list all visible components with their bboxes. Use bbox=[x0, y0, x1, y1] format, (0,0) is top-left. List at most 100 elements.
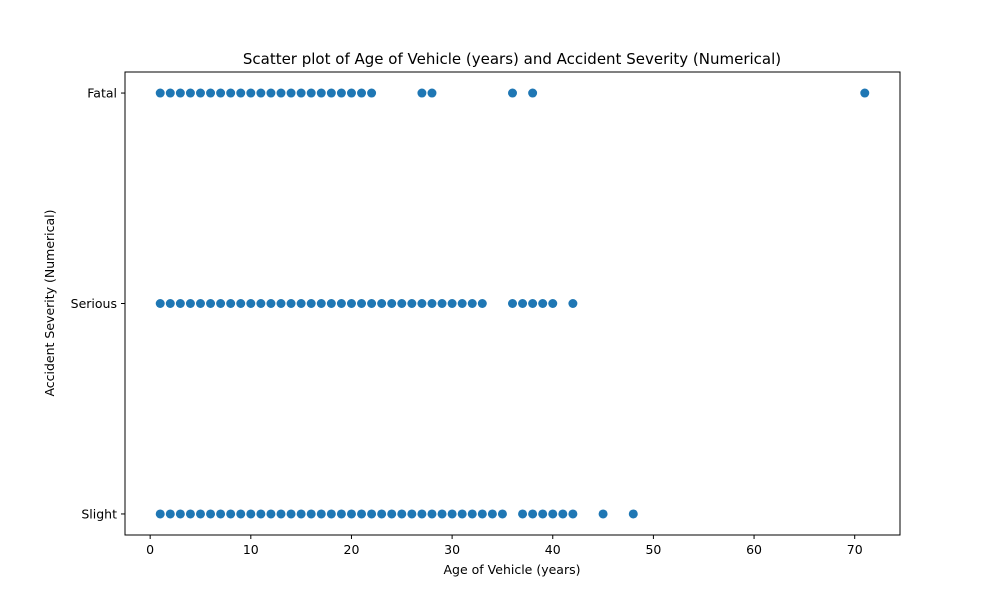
data-point bbox=[246, 88, 256, 98]
x-tick-label: 0 bbox=[146, 542, 154, 557]
data-point bbox=[266, 299, 276, 308]
data-point bbox=[246, 509, 256, 519]
data-point bbox=[558, 509, 568, 519]
data-point bbox=[155, 299, 165, 308]
y-axis: Slight Serious Fatal bbox=[71, 86, 125, 521]
data-point bbox=[206, 88, 216, 98]
x-tick-label: 70 bbox=[847, 542, 863, 557]
y-axis-label: Accident Severity (Numerical) bbox=[42, 209, 57, 396]
data-point bbox=[548, 299, 558, 308]
data-point bbox=[286, 509, 296, 519]
data-point bbox=[346, 299, 356, 308]
data-point bbox=[518, 299, 528, 308]
data-point bbox=[226, 299, 236, 308]
data-point bbox=[256, 88, 266, 98]
data-point bbox=[296, 299, 306, 308]
data-point bbox=[226, 509, 236, 519]
data-point bbox=[497, 509, 507, 519]
data-point bbox=[477, 299, 487, 308]
data-point bbox=[397, 509, 407, 519]
chart-title: Scatter plot of Age of Vehicle (years) a… bbox=[243, 50, 781, 68]
data-point bbox=[326, 88, 336, 98]
data-point bbox=[367, 88, 377, 98]
data-point bbox=[427, 88, 437, 98]
data-point bbox=[568, 509, 578, 519]
data-point bbox=[447, 299, 457, 308]
data-point bbox=[528, 509, 538, 519]
data-point bbox=[417, 88, 427, 98]
data-point bbox=[256, 509, 266, 519]
data-point bbox=[185, 509, 195, 519]
data-point bbox=[256, 299, 266, 308]
data-point bbox=[377, 299, 387, 308]
data-point bbox=[548, 509, 558, 519]
y-tick-label: Fatal bbox=[87, 86, 117, 101]
data-point bbox=[447, 509, 457, 519]
data-point bbox=[508, 88, 517, 98]
data-point bbox=[417, 299, 427, 308]
y-tick-label: Serious bbox=[71, 296, 117, 311]
data-point bbox=[306, 299, 316, 308]
data-point bbox=[236, 88, 246, 98]
data-point bbox=[598, 509, 608, 519]
data-point bbox=[377, 509, 387, 519]
data-point bbox=[306, 509, 316, 519]
data-point bbox=[286, 299, 296, 308]
data-point bbox=[165, 88, 175, 98]
data-point bbox=[528, 299, 538, 308]
data-point bbox=[628, 509, 638, 519]
x-axis: 0 10 20 30 40 50 60 70 bbox=[146, 535, 863, 557]
data-point bbox=[487, 509, 497, 519]
data-point bbox=[155, 88, 165, 98]
data-point bbox=[437, 509, 447, 519]
x-tick-label: 50 bbox=[645, 542, 661, 557]
data-point bbox=[387, 299, 397, 308]
data-point bbox=[226, 88, 236, 98]
data-point bbox=[276, 88, 286, 98]
data-point bbox=[306, 88, 316, 98]
data-point bbox=[538, 509, 548, 519]
data-point bbox=[316, 299, 326, 308]
data-point bbox=[336, 88, 346, 98]
data-point bbox=[367, 509, 377, 519]
data-point bbox=[326, 299, 336, 308]
data-point bbox=[518, 509, 528, 519]
data-point bbox=[407, 509, 417, 519]
data-point bbox=[155, 509, 165, 519]
data-point bbox=[296, 509, 306, 519]
data-points bbox=[155, 88, 870, 519]
data-point bbox=[236, 299, 246, 308]
data-point bbox=[216, 88, 226, 98]
data-point bbox=[195, 509, 205, 519]
x-axis-label: Age of Vehicle (years) bbox=[444, 562, 581, 577]
data-point bbox=[336, 509, 346, 519]
data-point bbox=[185, 88, 195, 98]
data-point bbox=[346, 88, 356, 98]
data-point bbox=[185, 299, 195, 308]
data-point bbox=[387, 509, 397, 519]
data-point bbox=[246, 299, 256, 308]
x-tick-label: 10 bbox=[243, 542, 259, 557]
x-tick-label: 30 bbox=[444, 542, 460, 557]
data-point bbox=[266, 509, 276, 519]
data-point bbox=[266, 88, 276, 98]
data-point bbox=[357, 88, 367, 98]
data-point bbox=[195, 299, 205, 308]
data-point bbox=[457, 509, 467, 519]
data-point bbox=[206, 509, 216, 519]
data-point bbox=[357, 509, 367, 519]
data-point bbox=[346, 509, 356, 519]
data-point bbox=[296, 88, 306, 98]
data-point bbox=[357, 299, 367, 308]
data-point bbox=[206, 299, 216, 308]
data-point bbox=[528, 88, 538, 98]
data-point bbox=[860, 88, 870, 98]
data-point bbox=[216, 299, 226, 308]
data-point bbox=[457, 299, 467, 308]
data-point bbox=[427, 509, 437, 519]
data-point bbox=[437, 299, 447, 308]
data-point bbox=[276, 509, 286, 519]
x-tick-label: 60 bbox=[746, 542, 762, 557]
data-point bbox=[165, 299, 175, 308]
